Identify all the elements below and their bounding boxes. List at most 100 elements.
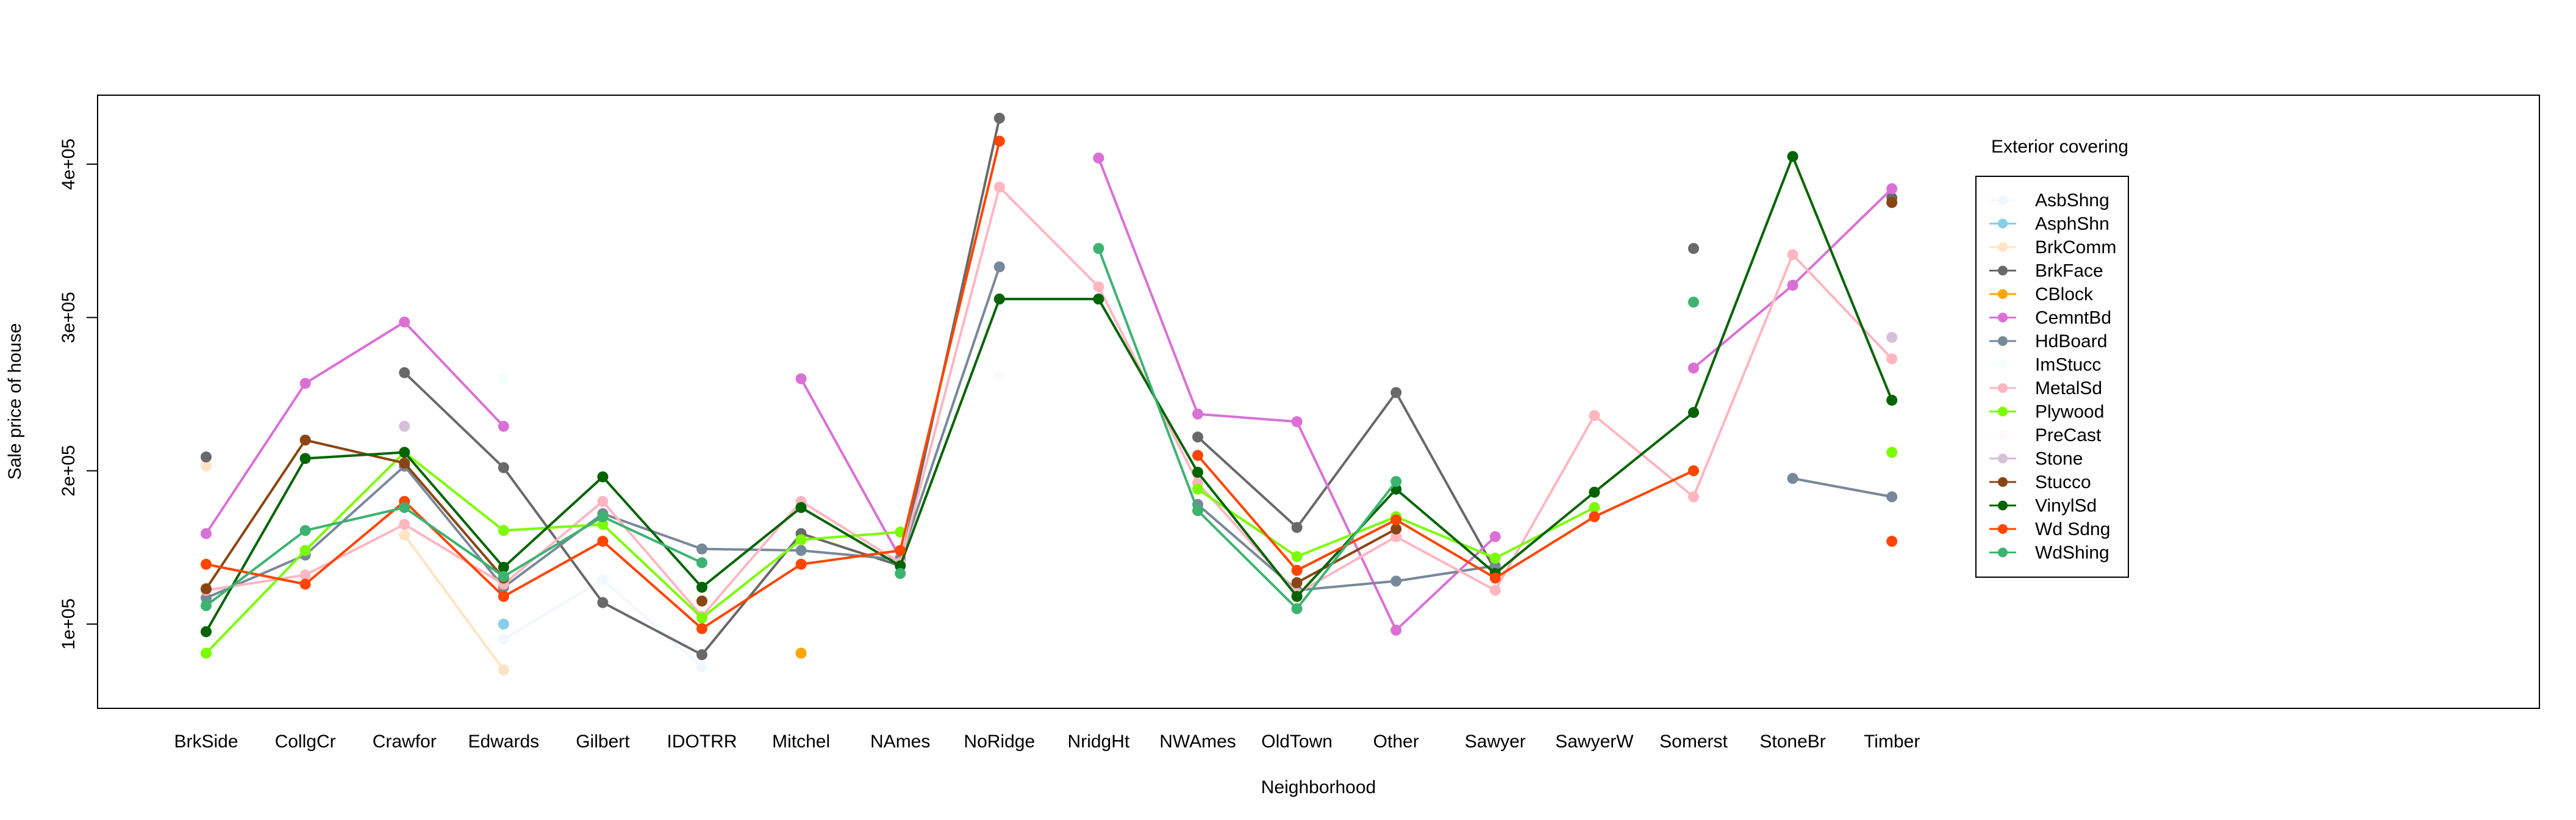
series-segment — [403, 451, 505, 532]
data-point — [1886, 447, 1898, 458]
series-segment — [1792, 187, 1893, 286]
data-point — [399, 447, 410, 458]
series-segment — [602, 601, 703, 656]
series-segment — [403, 465, 505, 588]
data-point — [1886, 394, 1898, 406]
data-point — [1291, 522, 1303, 533]
legend-item-vinylsd: VinylSd — [1989, 496, 2097, 516]
series-segment — [403, 321, 505, 428]
x-tick-label-crawfor: Crawfor — [373, 732, 437, 752]
legend-label: AsphShn — [2035, 214, 2109, 234]
legend-item-wdshing: WdShing — [1989, 543, 2109, 563]
legend-marker — [1998, 547, 2008, 558]
data-point — [498, 633, 509, 645]
legend-item-stucco: Stucco — [1989, 472, 2091, 492]
series-segment — [998, 186, 1100, 288]
series-segment — [503, 467, 604, 603]
data-point — [1886, 536, 1898, 547]
legend-item-cemntbd: CemntBd — [1989, 308, 2111, 328]
data-point — [993, 181, 1005, 193]
series-segment — [899, 140, 1001, 551]
series-segment — [602, 578, 703, 668]
x-tick-label-brkside: BrkSide — [174, 732, 238, 752]
data-point — [597, 495, 609, 507]
data-point — [1886, 331, 1898, 343]
series-segment — [403, 451, 505, 569]
data-point — [201, 558, 212, 570]
x-tick-label-nridght: NridgHt — [1068, 732, 1130, 752]
data-point — [1688, 297, 1699, 308]
data-point — [1489, 584, 1501, 596]
series-segment — [304, 451, 406, 552]
data-point — [993, 370, 1005, 381]
series-segment — [701, 539, 802, 619]
data-point — [1390, 531, 1402, 542]
series-segment — [1594, 411, 1695, 494]
series-layer — [201, 112, 1898, 676]
legend-marker — [1998, 242, 2008, 252]
data-point — [795, 534, 807, 545]
legend-label: Wd Sdng — [2035, 519, 2110, 539]
data-point — [696, 543, 707, 555]
data-point — [1589, 410, 1600, 422]
y-tick-label: 3e+05 — [59, 292, 79, 343]
data-point — [498, 664, 509, 676]
series-segment — [205, 549, 307, 654]
x-tick-label-timber: Timber — [1864, 732, 1920, 752]
series-cemntbd — [201, 153, 1898, 636]
data-point — [1093, 281, 1104, 293]
legend-box — [1975, 176, 2129, 578]
x-tick-label-gilbert: Gilbert — [576, 732, 630, 752]
series-segment — [1295, 421, 1398, 631]
data-point — [1886, 183, 1898, 195]
data-point — [1291, 591, 1303, 602]
series-segment — [899, 266, 1001, 560]
data-point — [1390, 523, 1402, 535]
series-segment — [800, 378, 901, 559]
series-segment — [1296, 535, 1397, 595]
series-segment — [304, 465, 406, 556]
x-tick-label-noridge: NoRidge — [964, 732, 1035, 752]
data-point — [993, 261, 1005, 273]
data-point — [498, 618, 509, 630]
legend-marker — [1998, 477, 2008, 487]
series-segment — [304, 321, 406, 385]
data-point — [299, 578, 311, 590]
legend-label: BrkComm — [2035, 237, 2116, 257]
series-plywood — [201, 447, 1898, 659]
series-segment — [503, 500, 604, 586]
data-point — [1688, 465, 1699, 477]
legend-item-asphshn: AsphShn — [1989, 214, 2109, 234]
series-vinylsd — [201, 151, 1898, 638]
data-point — [696, 612, 707, 624]
series-segment — [503, 578, 604, 641]
data-point — [399, 502, 410, 513]
series-segment — [1197, 436, 1298, 529]
data-point — [399, 530, 410, 541]
series-segment — [1395, 516, 1496, 559]
x-tick-label-oldtown: OldTown — [1261, 732, 1333, 752]
x-tick-label-nwames: NWAmes — [1159, 732, 1236, 752]
series-segment — [205, 383, 307, 534]
series-segment — [304, 523, 406, 577]
series-metalsd — [201, 181, 1898, 622]
data-point — [1489, 531, 1501, 542]
data-point — [299, 453, 311, 464]
series-segment — [1395, 535, 1496, 592]
data-point — [696, 661, 707, 673]
data-point — [1886, 353, 1898, 365]
legend-marker — [1998, 312, 2008, 323]
series-brkcomm — [201, 461, 509, 676]
data-point — [1291, 577, 1303, 588]
series-stone — [399, 331, 1898, 432]
series-segment — [503, 516, 604, 578]
y-axis: 1e+05 2e+05 3e+05 4e+05 — [59, 138, 98, 650]
series-segment — [206, 574, 306, 592]
series-segment — [1296, 480, 1397, 610]
x-tick-label-names: NAmes — [870, 732, 930, 752]
series-segment — [1594, 469, 1694, 518]
legend-marker — [1998, 195, 2008, 205]
legend-item-hdboard: HdBoard — [1989, 331, 2107, 351]
legend-item-plywood: Plywood — [1989, 402, 2104, 422]
data-point — [1589, 502, 1600, 513]
